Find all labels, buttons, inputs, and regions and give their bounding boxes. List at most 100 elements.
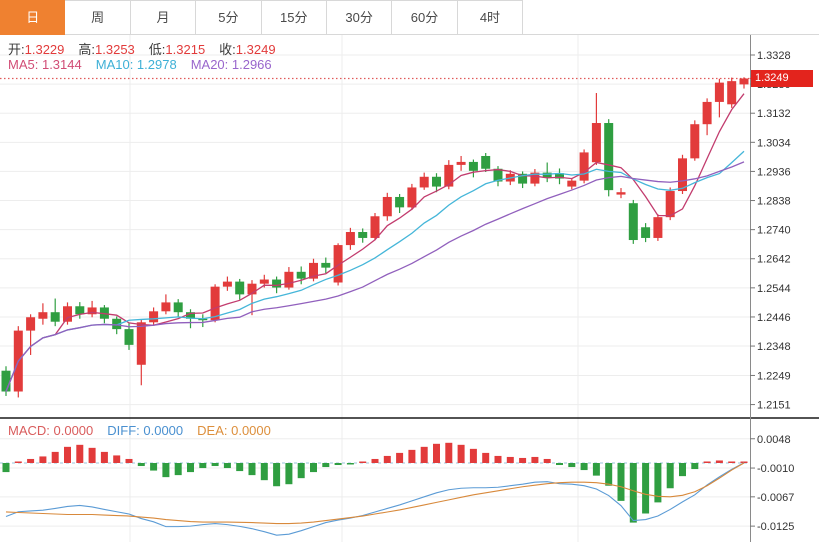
macd-bar [383, 455, 391, 463]
macd-bar [543, 458, 551, 463]
price-axis-label: 1.2838 [757, 196, 791, 208]
macd-bar [506, 456, 514, 463]
macd-bar [297, 463, 305, 479]
candle-body [112, 318, 122, 330]
macd-bar [469, 448, 477, 463]
macd-bar [39, 456, 47, 463]
readout-low: 低:1.3215 [148, 42, 206, 57]
macd-bar [137, 463, 145, 467]
candle-body [653, 217, 663, 238]
candle-body [26, 317, 36, 331]
candle-body [641, 227, 651, 238]
candle-body [198, 318, 208, 321]
price-axis-label: 1.2151 [757, 400, 791, 412]
macd-bar [420, 446, 428, 463]
macd-bar [592, 463, 600, 476]
candle-body [235, 281, 245, 295]
timeframe-tabbar: 日周月 5分 15分 30分 60分 4时 [0, 0, 819, 35]
macd-bar [519, 457, 527, 463]
candle-body [702, 101, 712, 125]
tab-30分[interactable]: 30分 [326, 0, 393, 35]
candle-body [567, 180, 577, 187]
tab-月[interactable]: 月 [130, 0, 197, 35]
macd-bar [260, 463, 268, 481]
candle-body [493, 168, 503, 182]
candle-body [75, 306, 85, 315]
readout-close: 收:1.3249 [219, 42, 276, 57]
candle-body [395, 196, 405, 208]
candle-body [309, 262, 318, 279]
macd-bar [322, 463, 330, 468]
candle-body [407, 187, 417, 208]
candle-body [124, 329, 134, 345]
dea-line [5, 462, 745, 525]
macd-axis-label: 0.0048 [757, 434, 791, 446]
tab-日[interactable]: 日 [0, 0, 66, 35]
macd-bar [248, 463, 256, 476]
candle-body [87, 307, 97, 315]
macd-bar [113, 455, 121, 463]
tab-60分[interactable]: 60分 [392, 0, 458, 35]
candle-body [149, 311, 159, 323]
ohlc-readout: 开:1.3229 高:1.3253 低:1.3215 收:1.3249 [8, 39, 290, 58]
macd-bar [125, 458, 133, 463]
candle-body [530, 172, 540, 184]
candle-body [210, 286, 220, 321]
price-axis-label: 1.2348 [757, 341, 791, 353]
macd-bar [371, 458, 379, 463]
tab-15分[interactable]: 15分 [261, 0, 327, 35]
macd-bar [715, 460, 723, 463]
price-axis-label: 1.2544 [757, 283, 791, 295]
readout-macd: MACD: 0.0000 [8, 423, 94, 438]
candle-body [321, 262, 331, 268]
macd-bar [2, 463, 10, 473]
candle-body [690, 124, 700, 159]
candle-body [579, 152, 589, 181]
candle-body [444, 164, 454, 187]
macd-bar [211, 463, 219, 467]
candle-body [419, 176, 429, 188]
macd-axis-label: -0.0125 [757, 521, 794, 533]
tab-周[interactable]: 周 [65, 0, 131, 35]
price-axis-label: 1.2249 [757, 370, 791, 382]
tab-5分[interactable]: 5分 [196, 0, 262, 35]
macd-bar [174, 463, 182, 476]
macd-bar [457, 444, 465, 463]
macd-bar [162, 463, 170, 478]
candle-body [186, 312, 195, 319]
macd-bar [580, 463, 588, 471]
macd-bar [556, 463, 563, 466]
macd-bar [617, 463, 625, 501]
macd-bar [629, 463, 637, 523]
candle-body [38, 312, 48, 319]
macd-bar [568, 463, 576, 468]
candle-body [382, 196, 392, 217]
macd-bar [605, 463, 613, 486]
candle-body [333, 245, 343, 283]
candle-body [739, 78, 749, 85]
candle-body [173, 302, 183, 313]
candle-body [518, 173, 528, 184]
ma20-line [5, 161, 745, 392]
candle-body [50, 312, 60, 322]
macd-bar [740, 461, 748, 463]
tab-4时[interactable]: 4时 [457, 0, 524, 35]
macd-bar [408, 449, 416, 463]
last-price-badge: 1.3249 [751, 70, 813, 87]
macd-bar [273, 463, 281, 487]
candle-body [247, 283, 257, 295]
macd-bar [346, 463, 354, 465]
macd-bar [703, 461, 711, 463]
candle-body [714, 82, 724, 102]
macd-bar [679, 463, 686, 477]
candle-body [616, 192, 626, 195]
macd-bar [27, 458, 35, 463]
macd-bar [494, 455, 502, 463]
candle-body [284, 271, 294, 288]
price-axis-label: 1.2446 [757, 312, 791, 324]
readout-diff: DIFF: 0.0000 [107, 423, 184, 438]
macd-bar [396, 452, 404, 463]
macd-bar [642, 463, 650, 514]
